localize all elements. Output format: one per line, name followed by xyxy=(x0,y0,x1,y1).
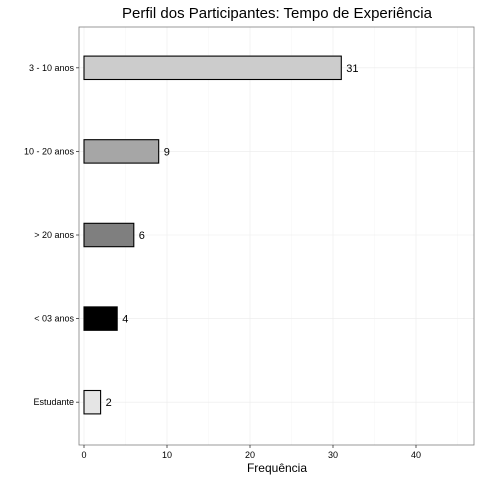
data-label: 2 xyxy=(106,397,112,409)
chart-title: Perfil dos Participantes: Tempo de Exper… xyxy=(122,5,433,22)
bar xyxy=(83,389,102,415)
data-labels: 31 9 6 4 2 xyxy=(106,63,359,409)
y-tick-label: 3 - 10 anos xyxy=(29,63,75,73)
bar xyxy=(83,222,135,248)
bar xyxy=(83,139,160,164)
x-tick-label: 30 xyxy=(328,450,338,460)
y-tick-label: Estudante xyxy=(33,397,74,407)
x-tick-label: 40 xyxy=(411,450,421,460)
bar xyxy=(83,306,118,331)
data-label: 31 xyxy=(346,63,358,75)
y-tick-label: 10 - 20 anos xyxy=(24,146,75,156)
grid-minor xyxy=(125,27,458,445)
panel-border xyxy=(78,26,475,446)
x-axis: 0 10 20 30 40 xyxy=(81,445,421,460)
x-tick-label: 20 xyxy=(245,450,255,460)
bar xyxy=(83,55,342,81)
data-label: 4 xyxy=(122,314,128,326)
y-axis: 3 - 10 anos 10 - 20 anos > 20 anos < 03 ano… xyxy=(24,63,79,407)
y-tick-label: < 03 anos xyxy=(34,314,74,324)
x-tick-label: 0 xyxy=(81,450,86,460)
x-axis-title: Frequência xyxy=(247,461,307,475)
data-label: 9 xyxy=(164,146,170,158)
x-tick-label: 10 xyxy=(162,450,172,460)
data-label: 6 xyxy=(139,230,145,242)
bars xyxy=(83,55,342,415)
y-tick-label: > 20 anos xyxy=(34,230,74,240)
